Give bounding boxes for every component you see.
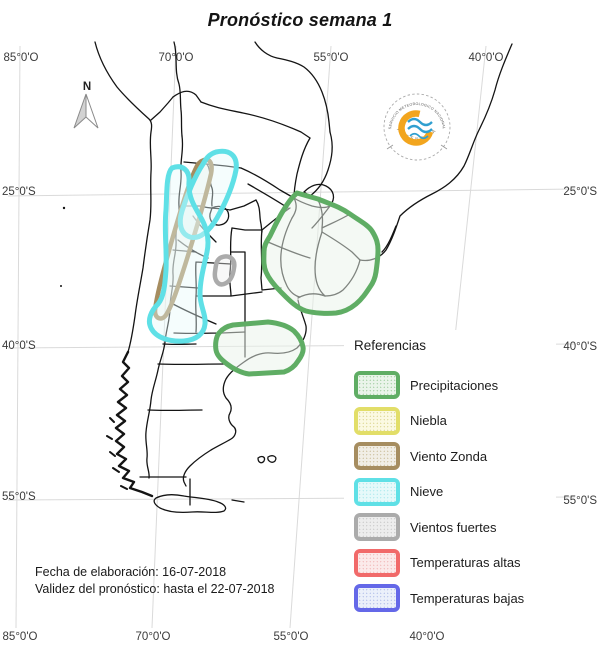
axis-label-bottom-85: 85°0'O (2, 631, 38, 643)
legend-item-niebla: Niebla (354, 406, 556, 435)
elaboration-date: Fecha de elaboración: 16-07-2018 (35, 565, 227, 579)
precipitation-swatch (354, 371, 400, 399)
legend-item-precipitaciones: Precipitaciones (354, 371, 556, 399)
north-arrow: N (73, 81, 99, 129)
strong-winds-region-andes (152, 157, 214, 321)
axis-label-bottom-40: 40°0'O (409, 631, 445, 643)
legend-item-label: Niebla (410, 413, 447, 428)
zonda-wind-swatch (354, 442, 400, 470)
legend-item-label: Temperaturas bajas (410, 590, 525, 606)
pacific-islands (60, 206, 66, 287)
footer-dates: Fecha de elaboración: 16-07-2018 Validez… (35, 564, 275, 598)
smn-logo: SERVICIO METEOROLOGICO NACIONAL ARGENTIN… (383, 93, 451, 161)
axis-label-top-55: 55°0'O (313, 52, 349, 64)
axis-label-left-55: 55°0'S (2, 491, 36, 503)
coastlines-and-borders (94, 41, 513, 514)
legend-item-viento-zonda: Viento Zonda (354, 442, 556, 470)
axis-label-right-25: 25°0'S (563, 186, 597, 198)
legend-item-label: Precipitaciones (410, 377, 499, 393)
legend-panel: Referencias Precipitaciones Niebla Vient… (344, 330, 556, 628)
axis-label-right-55: 55°0'S (563, 495, 597, 507)
legend-item-temperaturas-altas: Temperaturas altas (354, 548, 556, 577)
legend-item-label: Temperaturas altas (410, 555, 521, 570)
legend-item-label: Nieve (410, 484, 444, 499)
legend-title: Referencias (354, 338, 427, 353)
strong-winds-swatch (354, 513, 400, 541)
axis-label-bottom-55: 55°0'O (273, 631, 309, 643)
legend-item-label: Viento Zonda (410, 448, 488, 464)
snow-region-small (212, 254, 237, 287)
logo-waves (407, 117, 433, 140)
page-title: Pronóstico semana 1 (207, 10, 393, 30)
axis-label-left-25: 25°0'S (2, 186, 36, 198)
precipitation-region-northeast (261, 190, 381, 316)
high-temps-swatch (354, 548, 400, 577)
snow-swatch (354, 477, 400, 506)
legend-item-nieve: Nieve (354, 477, 556, 506)
fog-swatch (354, 406, 400, 435)
axis-label-right-40: 40°0'S (563, 341, 597, 353)
low-temps-swatch (354, 584, 400, 612)
legend-item-temperaturas-bajas: Temperaturas bajas (354, 584, 556, 612)
validity-date: Validez del pronóstico: hasta el 22-07-2… (35, 582, 275, 596)
axis-label-left-40: 40°0'S (2, 340, 36, 352)
zonda-wind-region (177, 148, 239, 241)
snow-region-andes (146, 164, 211, 344)
legend-item-vientos-fuertes: Vientos fuertes (354, 513, 556, 541)
axis-label-top-40: 40°0'O (468, 52, 504, 64)
axis-label-bottom-70: 70°0'O (135, 631, 171, 643)
north-arrow-label: N (83, 81, 91, 93)
axis-label-top-85: 85°0'O (3, 52, 39, 64)
precipitation-region-south (213, 319, 306, 377)
axis-label-top-70: 70°0'O (158, 52, 194, 64)
legend-item-label: Vientos fuertes (410, 519, 497, 535)
